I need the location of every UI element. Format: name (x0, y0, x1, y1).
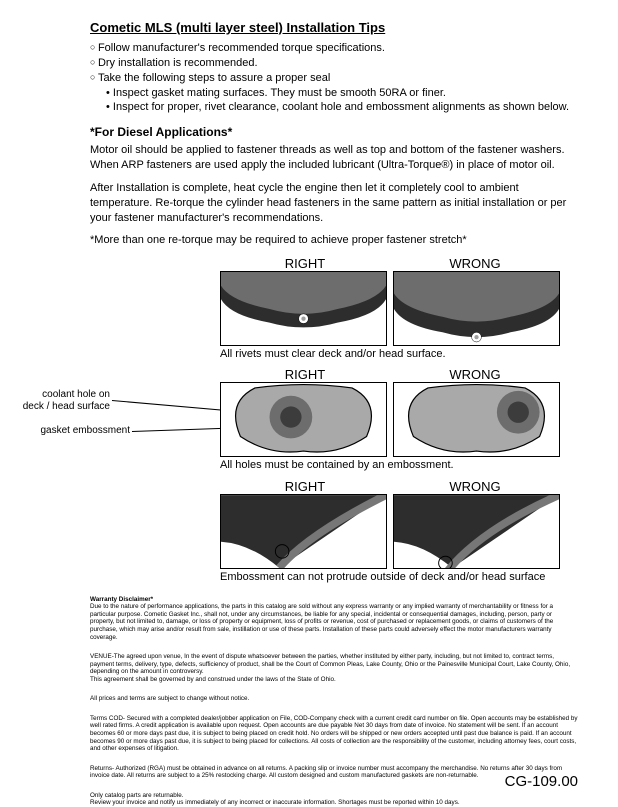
diagram-cell-right (220, 271, 387, 346)
paragraph: *More than one re-torque may be required… (90, 233, 578, 248)
diagram-cell-right (220, 382, 387, 457)
label-right: RIGHT (220, 479, 390, 494)
label-wrong: WRONG (390, 479, 560, 494)
callout-emboss: gasket embossment (20, 425, 130, 437)
diagram-caption: All rivets must clear deck and/or head s… (220, 348, 578, 361)
fine-heading: Warranty Disclaimer* (90, 596, 578, 604)
label-right: RIGHT (220, 256, 390, 271)
paragraph: Motor oil should be applied to fastener … (90, 143, 578, 173)
diagram-caption: All holes must be contained by an emboss… (220, 459, 578, 472)
diagram-cell-wrong (393, 271, 560, 346)
callout-coolant: coolant hole on deck / head surface (20, 389, 110, 412)
page-number: CG-109.00 (505, 773, 578, 790)
diagram-row-2: coolant hole on deck / head surface gask… (90, 367, 578, 472)
bullet-subitem: Inspect for proper, rivet clearance, coo… (90, 100, 578, 115)
bullet-item: Dry installation is recommended. (90, 56, 578, 71)
page-title: Cometic MLS (multi layer steel) Installa… (90, 20, 578, 35)
fine-print: Warranty Disclaimer* Due to the nature o… (90, 596, 578, 641)
bullet-list: Follow manufacturer's recommended torque… (90, 41, 578, 115)
fine-para: Due to the nature of performance applica… (90, 603, 578, 641)
fine-para: Terms COD- Secured with a completed deal… (90, 715, 578, 753)
fine-para: All prices and terms are subject to chan… (90, 695, 578, 703)
diagram-row-3: RIGHT WRONG (90, 479, 578, 584)
fine-para: VENUE-The agreed upon venue, In the even… (90, 653, 578, 683)
bullet-item: Follow manufacturer's recommended torque… (90, 41, 578, 56)
diagrams: RIGHT WRONG (90, 256, 578, 584)
label-wrong: WRONG (390, 367, 560, 382)
bullet-item: Take the following steps to assure a pro… (90, 71, 578, 86)
diagram-cell-wrong (393, 382, 560, 457)
diesel-heading: *For Diesel Applications* (90, 125, 578, 139)
diagram-cell-wrong (393, 494, 560, 569)
diagram-row-1: RIGHT WRONG (90, 256, 578, 361)
fine-para: Only catalog parts are returnable. Revie… (90, 792, 578, 807)
bullet-subitem: Inspect gasket mating surfaces. They mus… (90, 86, 578, 101)
page: Cometic MLS (multi layer steel) Installa… (0, 0, 618, 800)
diagram-cell-right (220, 494, 387, 569)
diagram-caption: Embossment can not protrude outside of d… (220, 571, 578, 584)
label-wrong: WRONG (390, 256, 560, 271)
paragraph: After Installation is complete, heat cyc… (90, 181, 578, 226)
label-right: RIGHT (220, 367, 390, 382)
